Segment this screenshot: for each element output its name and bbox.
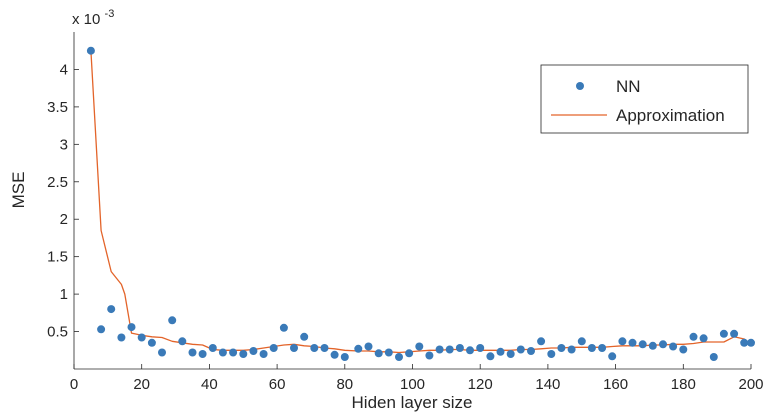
nn-point — [86, 46, 95, 55]
y-tick-label: 2 — [60, 211, 68, 228]
nn-point — [516, 345, 525, 354]
nn-point — [730, 329, 739, 338]
y-exponent-power: -3 — [105, 8, 115, 20]
nn-point — [618, 337, 627, 346]
nn-point — [608, 352, 617, 361]
nn-point — [476, 344, 485, 352]
legend-label-nn: NN — [616, 77, 641, 96]
y-tick-label: 2.5 — [47, 174, 68, 191]
x-tick-label: 60 — [269, 376, 286, 393]
nn-point — [178, 337, 187, 346]
nn-point — [689, 332, 698, 341]
nn-point — [137, 333, 146, 342]
nn-point — [218, 348, 227, 357]
nn-point — [229, 348, 238, 357]
x-tick-label: 0 — [70, 376, 78, 393]
nn-point — [598, 344, 607, 352]
nn-point — [269, 344, 278, 352]
nn-point — [279, 323, 288, 332]
y-tick-label: 3 — [60, 136, 68, 153]
nn-point — [415, 342, 424, 351]
nn-point — [740, 338, 749, 347]
nn-point — [300, 332, 309, 341]
nn-point — [709, 353, 718, 361]
nn-point — [747, 338, 755, 347]
x-axis-title: Hiden layer size — [352, 393, 473, 412]
nn-point — [239, 350, 248, 358]
legend-box — [540, 64, 749, 134]
nn-point — [638, 340, 647, 349]
nn-point — [384, 348, 393, 357]
nn-point — [567, 345, 576, 354]
x-tick-label: 80 — [336, 376, 353, 393]
y-tick-label: 1.5 — [47, 249, 68, 266]
nn-point — [577, 337, 586, 346]
x-tick-label: 140 — [535, 376, 560, 393]
nn-point — [659, 340, 667, 349]
nn-point — [466, 346, 474, 355]
x-tick-label: 20 — [133, 376, 150, 393]
axes: 0 20 40 60 80 100 120 140 160 180 200 0.5 1 1.5 2 2.5 3 3… — [47, 32, 764, 393]
nn-point — [679, 345, 688, 354]
legend-label-approximation: Approximation — [616, 106, 725, 125]
nn-point — [628, 338, 637, 347]
x-tick-label: 180 — [671, 376, 696, 393]
nn-point — [340, 353, 349, 361]
x-tick-label: 120 — [468, 376, 493, 393]
y-tick-label: 1 — [60, 286, 68, 303]
legend: NN Approximation — [540, 64, 749, 134]
nn-point — [364, 342, 373, 351]
nn-point — [537, 337, 546, 346]
y-tick-label: 4 — [60, 61, 68, 78]
y-exponent-label: x 10 -3 — [72, 8, 114, 28]
nn-point — [547, 350, 556, 358]
nn-point — [395, 353, 403, 361]
y-axis-title: MSE — [9, 172, 28, 209]
nn-point — [527, 347, 535, 355]
nn-point — [117, 333, 126, 342]
nn-point — [147, 338, 156, 347]
nn-point — [188, 348, 197, 357]
nn-point — [320, 344, 329, 352]
plot-area — [86, 46, 755, 361]
nn-point — [496, 347, 505, 356]
nn-point — [445, 345, 454, 354]
nn-point — [97, 325, 106, 334]
nn-point — [557, 344, 566, 352]
nn-point — [435, 345, 444, 354]
nn-point — [425, 351, 434, 360]
nn-point — [208, 344, 217, 352]
nn-point — [310, 344, 319, 352]
nn-point — [127, 323, 136, 332]
x-tick-label: 100 — [400, 376, 425, 393]
y-tick-label: 3.5 — [47, 99, 68, 116]
nn-point — [506, 350, 515, 358]
y-tick-label: 0.5 — [47, 324, 68, 341]
nn-point — [486, 352, 495, 361]
nn-point — [158, 348, 166, 357]
nn-point — [699, 334, 708, 343]
nn-point — [719, 329, 728, 338]
nn-point — [290, 344, 298, 352]
nn-point — [587, 344, 596, 352]
nn-point — [168, 316, 177, 325]
y-exponent-base: x 10 — [72, 11, 100, 28]
x-tick-label: 200 — [738, 376, 763, 393]
nn-point — [259, 350, 268, 358]
nn-point — [198, 350, 207, 358]
svg-text:x 10 -3: x 10 -3 — [72, 8, 114, 28]
nn-point — [354, 344, 363, 353]
nn-point — [374, 349, 383, 358]
nn-point — [330, 350, 339, 359]
nn-point — [107, 305, 116, 314]
nn-point — [648, 341, 657, 350]
x-tick-label: 40 — [201, 376, 218, 393]
x-tick-label: 160 — [603, 376, 628, 393]
nn-point — [669, 342, 678, 351]
legend-marker-nn — [576, 82, 584, 90]
nn-point — [455, 344, 464, 352]
nn-point — [249, 347, 258, 355]
nn-point — [405, 349, 414, 358]
